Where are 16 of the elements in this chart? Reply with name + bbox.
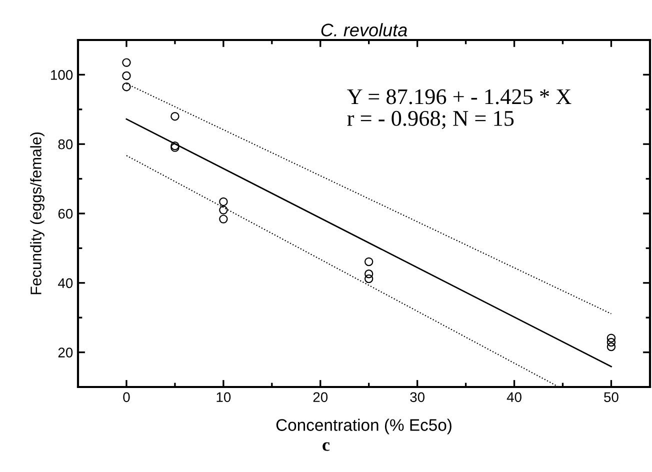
y-tick-label: 100: [51, 70, 73, 80]
y-axis-title: Fecundity (eggs/female): [30, 132, 44, 294]
x-tick-label: 30: [410, 392, 425, 402]
x-tick-label: 0: [123, 392, 130, 402]
chart-title: C. revoluta: [321, 23, 408, 36]
x-tick-label: 50: [604, 392, 618, 402]
text: c: [322, 442, 330, 451]
x-tick-label: 40: [506, 392, 522, 402]
y-tick-label: 40: [58, 278, 73, 288]
y-tick-label: 20: [58, 348, 73, 358]
x-tick-label: 10: [216, 392, 231, 402]
annotation: Y = 87.196 + - 1.425 * X r = - 0.968; N = 15: [347, 89, 572, 130]
x-axis-title: Concentration (% Ec5o): [276, 418, 452, 434]
y-tick-label: 80: [58, 139, 73, 150]
y-tick-label: 60: [58, 208, 73, 219]
x-tick-label: 20: [313, 392, 328, 402]
